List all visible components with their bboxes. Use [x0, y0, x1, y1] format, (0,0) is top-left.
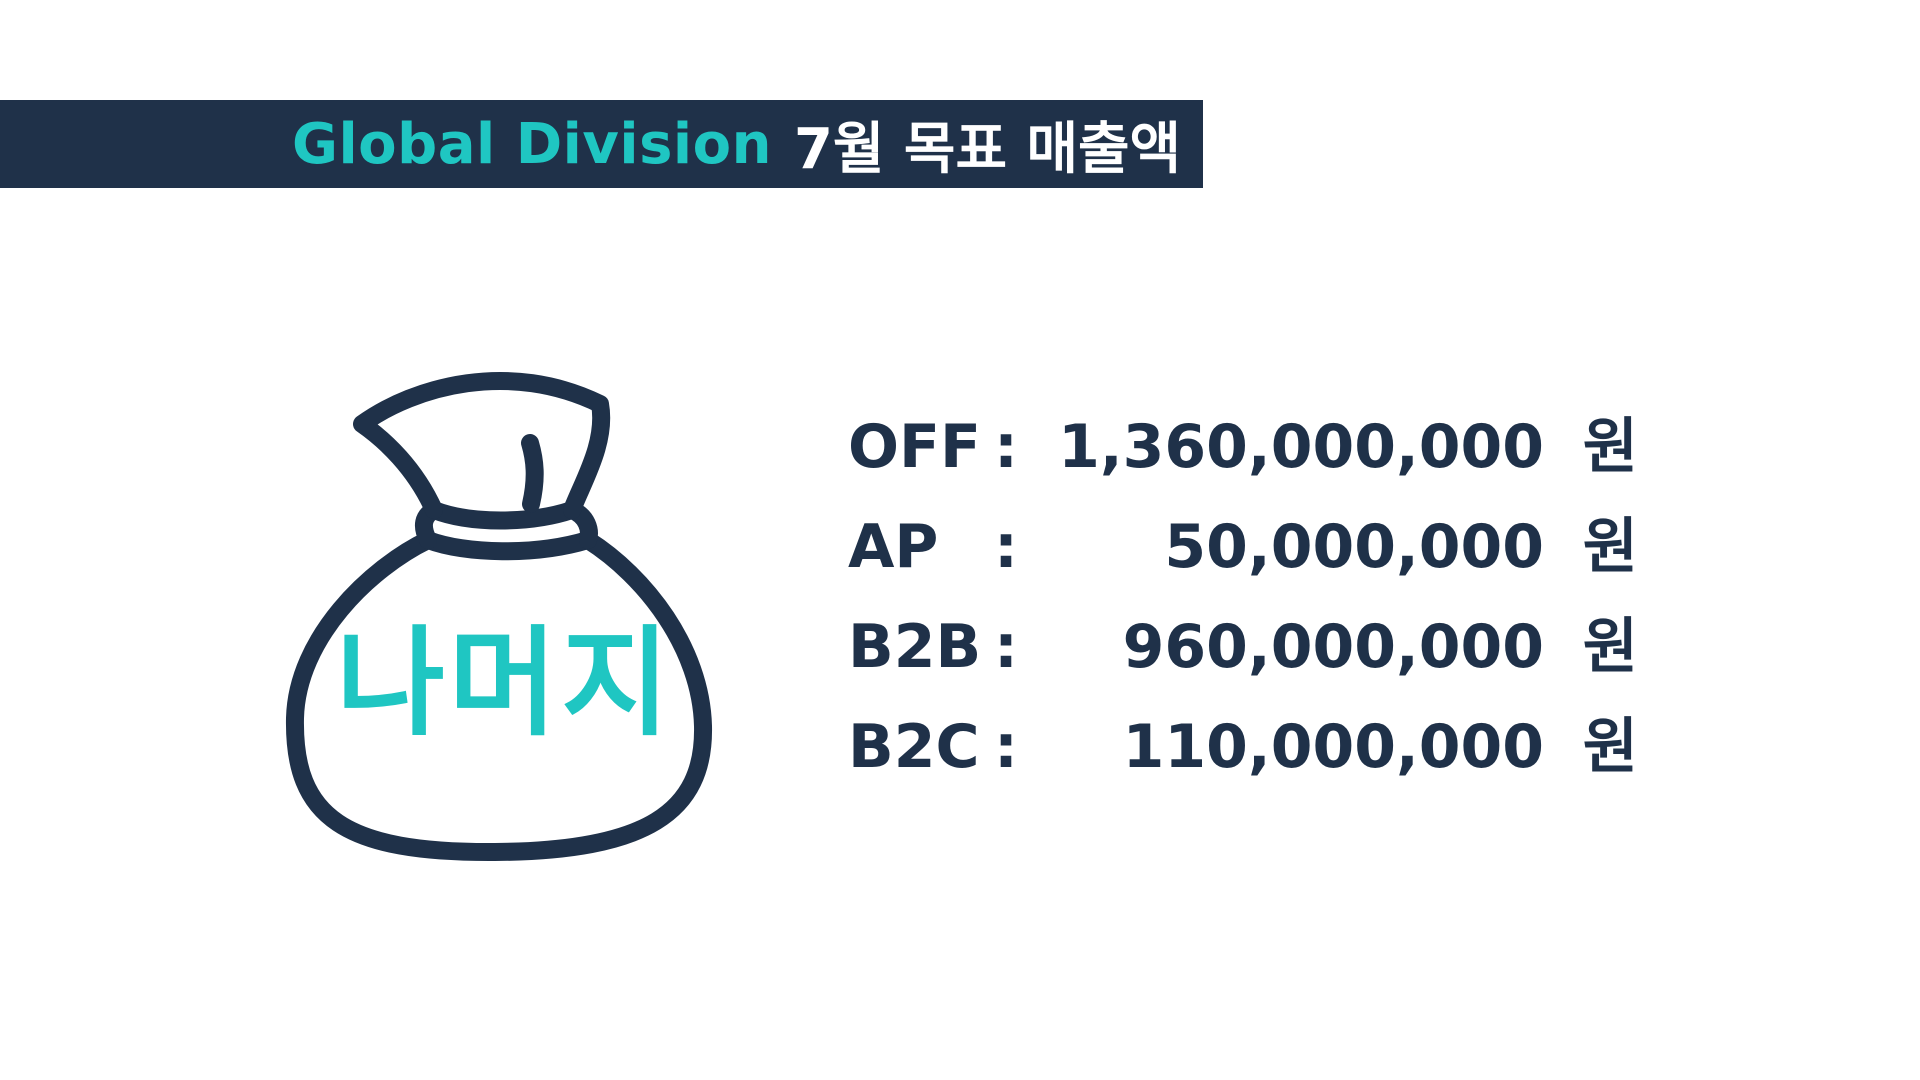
bag-label: 나머지: [336, 614, 674, 752]
target-row-off: OFF : 1,360,000,000 원: [848, 412, 1638, 512]
target-unit: 원: [1582, 712, 1638, 782]
target-amount: 110,000,000: [1122, 712, 1544, 782]
target-unit: 원: [1582, 512, 1638, 582]
target-amount: 1,360,000,000: [1058, 412, 1544, 482]
target-row-ap: AP : 50,000,000 원: [848, 512, 1638, 612]
money-bag-icon: 나머지: [285, 348, 725, 868]
target-name: OFF: [848, 412, 981, 482]
title-korean: 7월 목표 매출액: [793, 116, 1182, 182]
target-colon: :: [994, 512, 1018, 582]
target-amount: 50,000,000: [1164, 512, 1544, 582]
target-name: AP: [848, 512, 939, 582]
target-colon: :: [994, 412, 1018, 482]
target-unit: 원: [1582, 412, 1638, 482]
target-unit: 원: [1582, 612, 1638, 682]
title-english: Global Division: [292, 111, 772, 177]
target-row-b2c: B2C : 110,000,000 원: [848, 712, 1638, 812]
target-colon: :: [994, 612, 1018, 682]
title-bar: Global Division 7월 목표 매출액: [0, 100, 1203, 188]
target-colon: :: [994, 712, 1018, 782]
target-amount: 960,000,000: [1122, 612, 1544, 682]
target-name: B2B: [848, 612, 982, 682]
target-name: B2C: [848, 712, 980, 782]
target-row-b2b: B2B : 960,000,000 원: [848, 612, 1638, 712]
sales-target-list: OFF : 1,360,000,000 원 AP : 50,000,000 원 …: [848, 412, 1638, 812]
